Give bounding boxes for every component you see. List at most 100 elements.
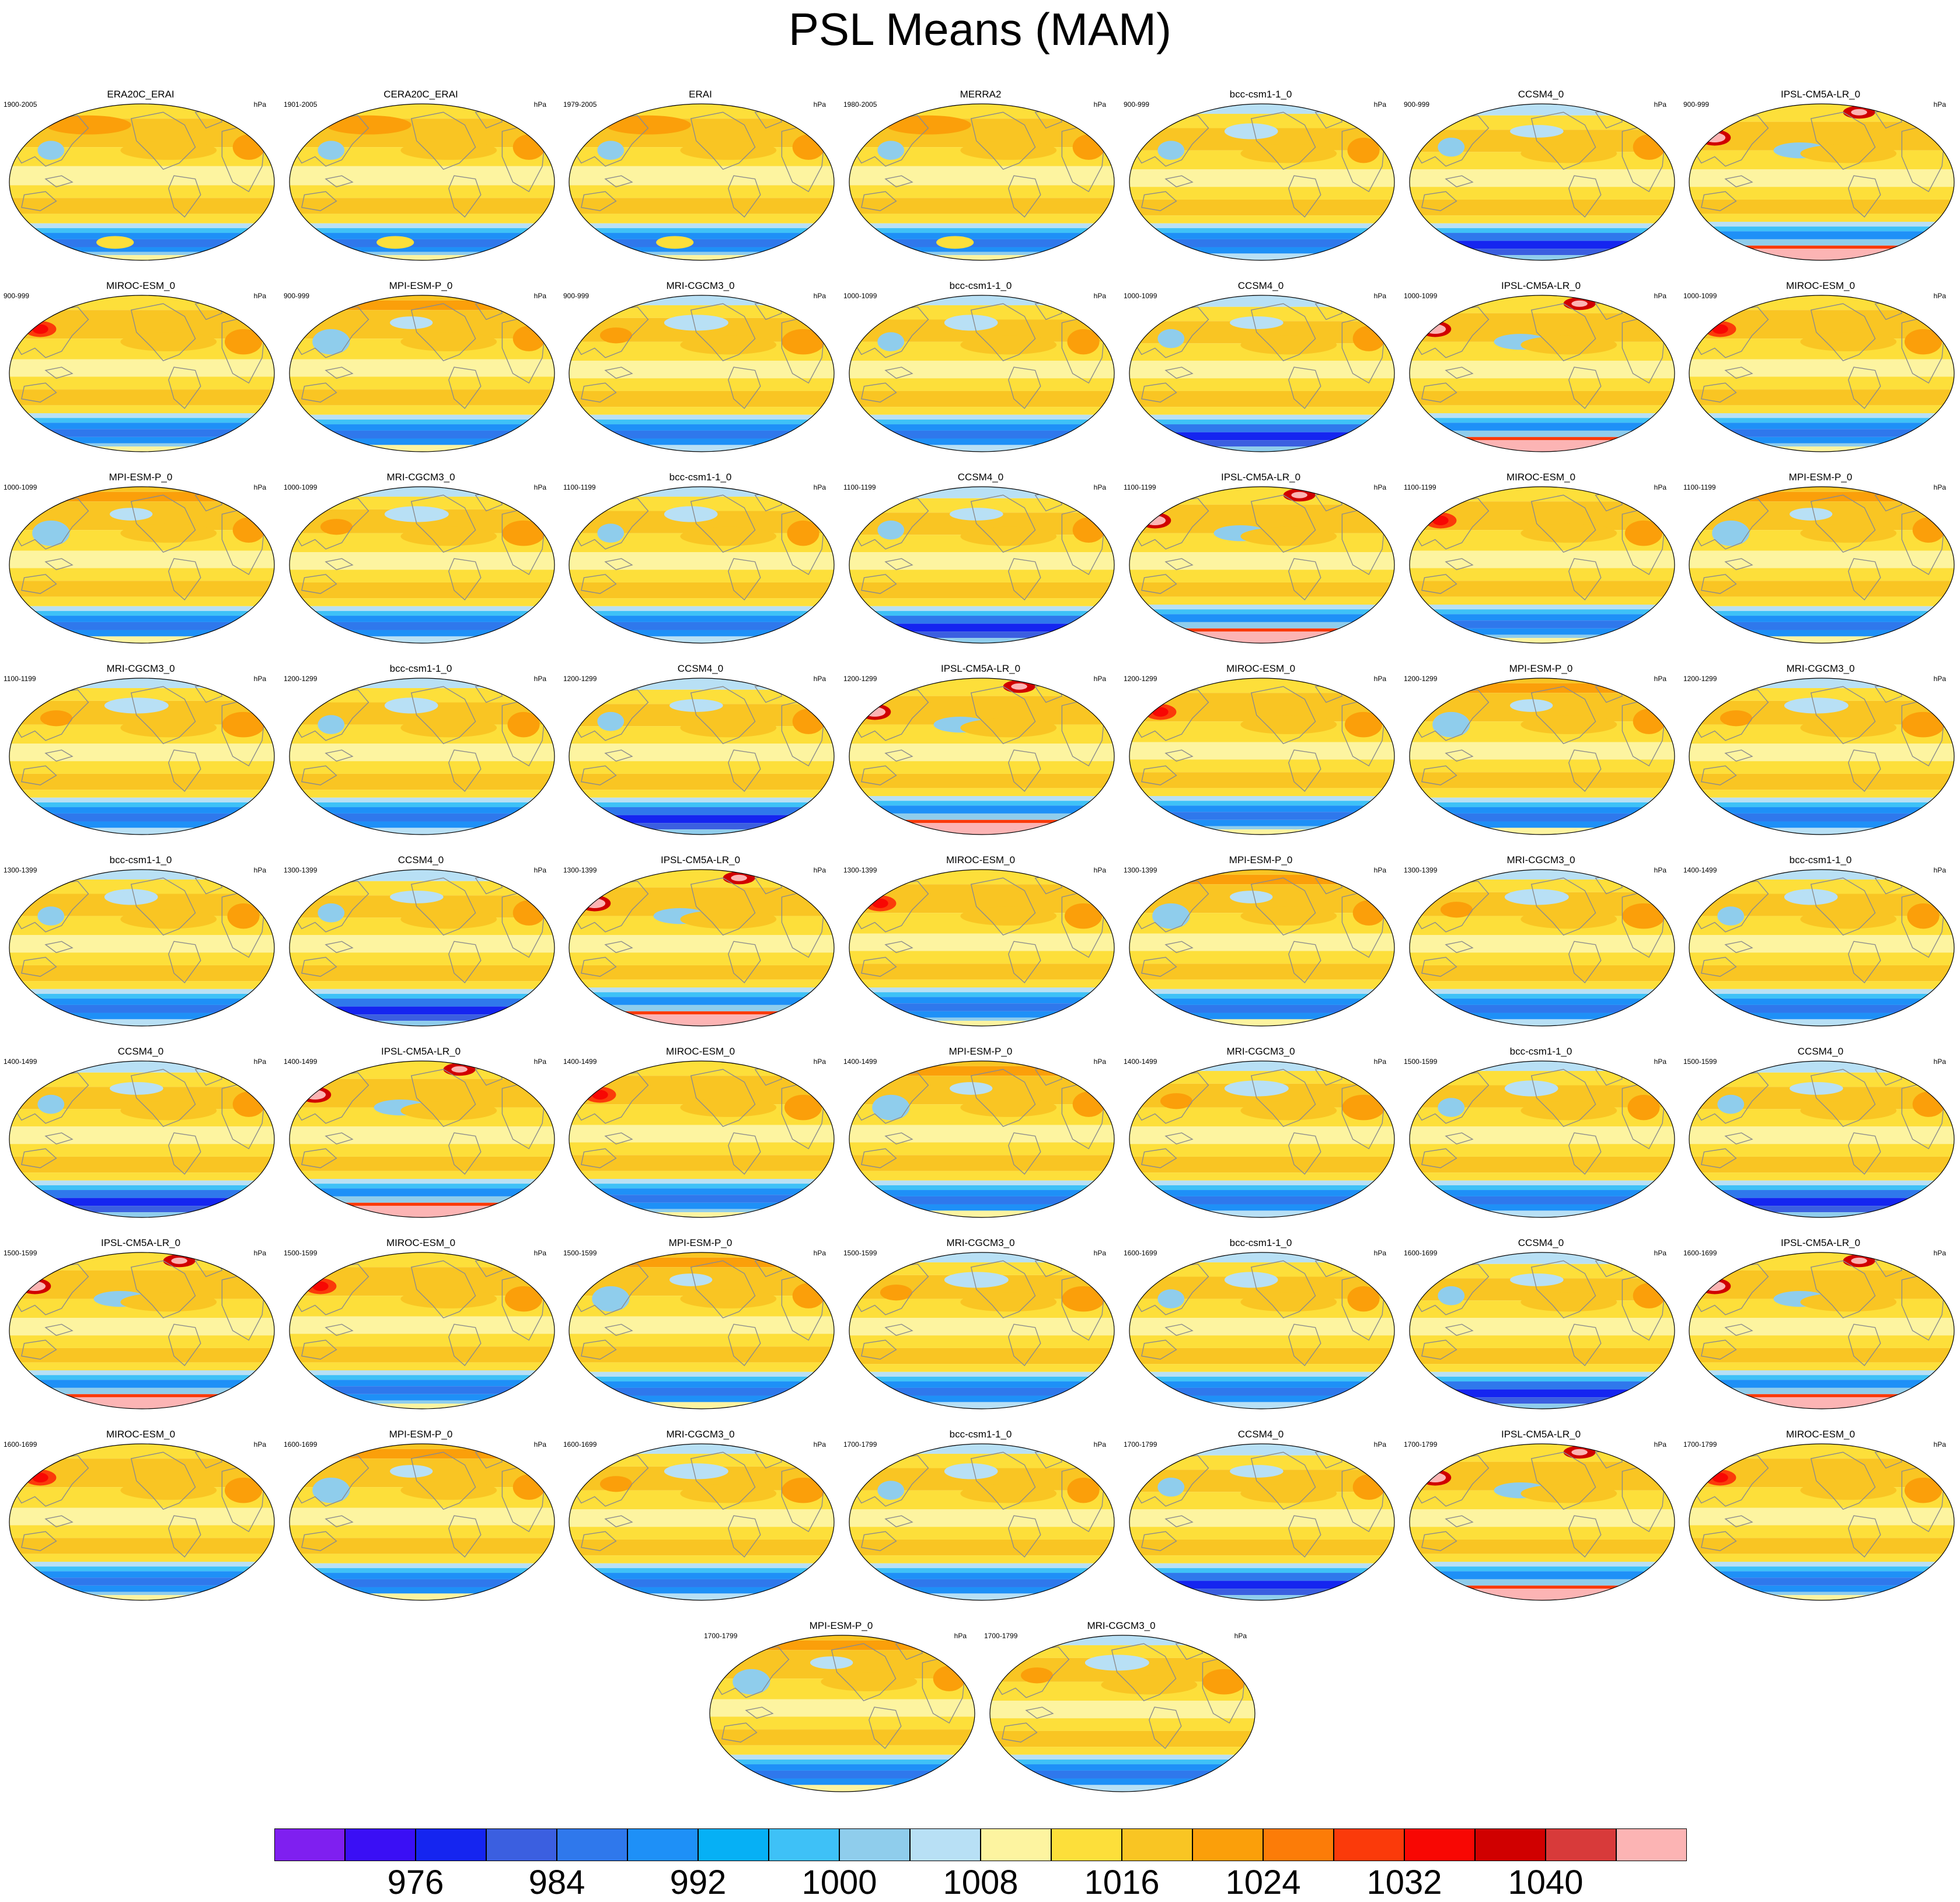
panel-title: MPI-ESM-P_0 bbox=[1788, 472, 1853, 483]
panel-units: hPa bbox=[1654, 292, 1666, 300]
panel-years: 1600-1699 bbox=[1404, 1249, 1438, 1257]
pressure-band bbox=[9, 1397, 274, 1409]
continent-outline bbox=[728, 1324, 761, 1366]
pressure-band bbox=[1129, 295, 1394, 307]
pressure-band bbox=[9, 870, 274, 880]
pressure-band bbox=[290, 802, 554, 808]
pressure-band bbox=[1689, 952, 1954, 965]
pressure-band bbox=[1129, 1335, 1394, 1348]
pressure-band bbox=[569, 678, 834, 690]
figure-title: PSL Means (MAM) bbox=[789, 4, 1171, 55]
pressure-band bbox=[1689, 1198, 1954, 1206]
panel-years: 1200-1299 bbox=[563, 675, 597, 683]
panel-units: hPa bbox=[253, 675, 266, 683]
pressure-band bbox=[1689, 821, 1954, 828]
pressure-band bbox=[569, 807, 834, 815]
pressure-anomaly bbox=[960, 526, 1057, 546]
pressure-band bbox=[290, 1144, 554, 1157]
pressure-anomaly bbox=[1291, 491, 1307, 498]
continent-outline bbox=[1288, 367, 1321, 409]
pressure-anomaly bbox=[782, 329, 825, 355]
pressure-anomaly bbox=[960, 1484, 1057, 1503]
pressure-band bbox=[9, 1595, 274, 1600]
pressure-band bbox=[9, 233, 274, 239]
panel-units: hPa bbox=[1093, 292, 1106, 300]
pressure-band bbox=[1689, 187, 1954, 200]
pressure-anomaly bbox=[877, 1481, 905, 1500]
pressure-band bbox=[9, 418, 274, 423]
pressure-anomaly bbox=[1347, 1286, 1380, 1312]
pressure-band bbox=[290, 965, 554, 982]
pressure-anomaly bbox=[680, 526, 777, 546]
pressure-band bbox=[569, 622, 834, 630]
pressure-band bbox=[849, 616, 1114, 624]
pressure-band bbox=[1129, 1348, 1394, 1364]
pressure-band bbox=[569, 1155, 834, 1171]
continent-outline bbox=[448, 1515, 482, 1558]
pressure-band bbox=[9, 821, 274, 828]
map-panel: MPI-ESM-P_0 1200-1299 hPa bbox=[1404, 663, 1678, 844]
pressure-anomaly bbox=[1800, 524, 1897, 543]
pressure-band bbox=[849, 788, 1114, 796]
pressure-band bbox=[1689, 622, 1954, 630]
pressure-band bbox=[290, 1346, 554, 1363]
panel-units: hPa bbox=[1093, 1249, 1106, 1257]
colorbar-tick-label: 1008 bbox=[943, 1863, 1019, 1901]
map-panel: MRI-CGCM3_0 1000-1099 hPa bbox=[284, 472, 558, 652]
panel-units: hPa bbox=[1373, 1249, 1386, 1257]
psl-map bbox=[709, 1635, 975, 1792]
pressure-band bbox=[569, 185, 834, 198]
panel-units: hPa bbox=[1933, 100, 1946, 109]
panel-units: hPa bbox=[533, 866, 546, 874]
continent-outline bbox=[1445, 1324, 1474, 1336]
pressure-anomaly bbox=[1424, 324, 1446, 334]
pressure-band bbox=[1410, 1013, 1675, 1020]
continent-outline bbox=[1810, 303, 1876, 362]
map-panel: bcc-csm1-1_0 1200-1299 hPa bbox=[284, 663, 558, 844]
pressure-band bbox=[1129, 1019, 1394, 1026]
pressure-band bbox=[569, 870, 834, 888]
map-border bbox=[289, 869, 555, 1027]
pressure-anomaly bbox=[390, 891, 444, 903]
panel-units: hPa bbox=[1373, 100, 1386, 109]
map-panel: MIROC-ESM_0 1100-1199 hPa bbox=[1404, 472, 1678, 652]
pressure-band bbox=[1689, 636, 1954, 643]
pressure-band bbox=[290, 1206, 554, 1217]
panel-title: MRI-CGCM3_0 bbox=[1506, 854, 1575, 866]
continent-outline bbox=[44, 1324, 74, 1336]
pressure-band bbox=[290, 247, 554, 252]
pressure-band bbox=[849, 247, 1114, 252]
pressure-band bbox=[569, 1184, 834, 1189]
pressure-band bbox=[1129, 570, 1394, 582]
pressure-band bbox=[1689, 773, 1954, 790]
pressure-band bbox=[1689, 1362, 1954, 1370]
panel-units: hPa bbox=[1654, 100, 1666, 109]
psl-map bbox=[1409, 1252, 1675, 1409]
pressure-band bbox=[1689, 1252, 1954, 1271]
pressure-anomaly bbox=[733, 1669, 770, 1695]
pressure-band bbox=[9, 1525, 274, 1538]
pressure-band bbox=[9, 429, 274, 437]
pressure-band bbox=[9, 1562, 274, 1567]
pressure-band bbox=[849, 1180, 1114, 1185]
continent-outline bbox=[1530, 303, 1596, 362]
continent-outline bbox=[604, 749, 633, 762]
panel-units: hPa bbox=[813, 483, 826, 491]
pressure-band bbox=[290, 1444, 554, 1449]
pressure-band bbox=[9, 630, 274, 637]
continent-outline bbox=[1141, 1148, 1177, 1168]
map-border bbox=[1409, 103, 1675, 261]
pressure-anomaly bbox=[304, 1090, 326, 1100]
map-border bbox=[569, 678, 835, 835]
map-panel: MIROC-ESM_0 1600-1699 hPa bbox=[4, 1429, 278, 1610]
continent-outline bbox=[884, 1324, 913, 1336]
pressure-band bbox=[9, 1375, 274, 1380]
continent-outline bbox=[970, 111, 1036, 170]
pressure-anomaly bbox=[1101, 1675, 1198, 1695]
continent-outline bbox=[1445, 175, 1474, 187]
continent-outline bbox=[1848, 175, 1881, 218]
pressure-band bbox=[569, 1454, 834, 1467]
pressure-band bbox=[9, 1348, 274, 1363]
continent-outline bbox=[1111, 1643, 1177, 1702]
pressure-band bbox=[569, 295, 834, 306]
